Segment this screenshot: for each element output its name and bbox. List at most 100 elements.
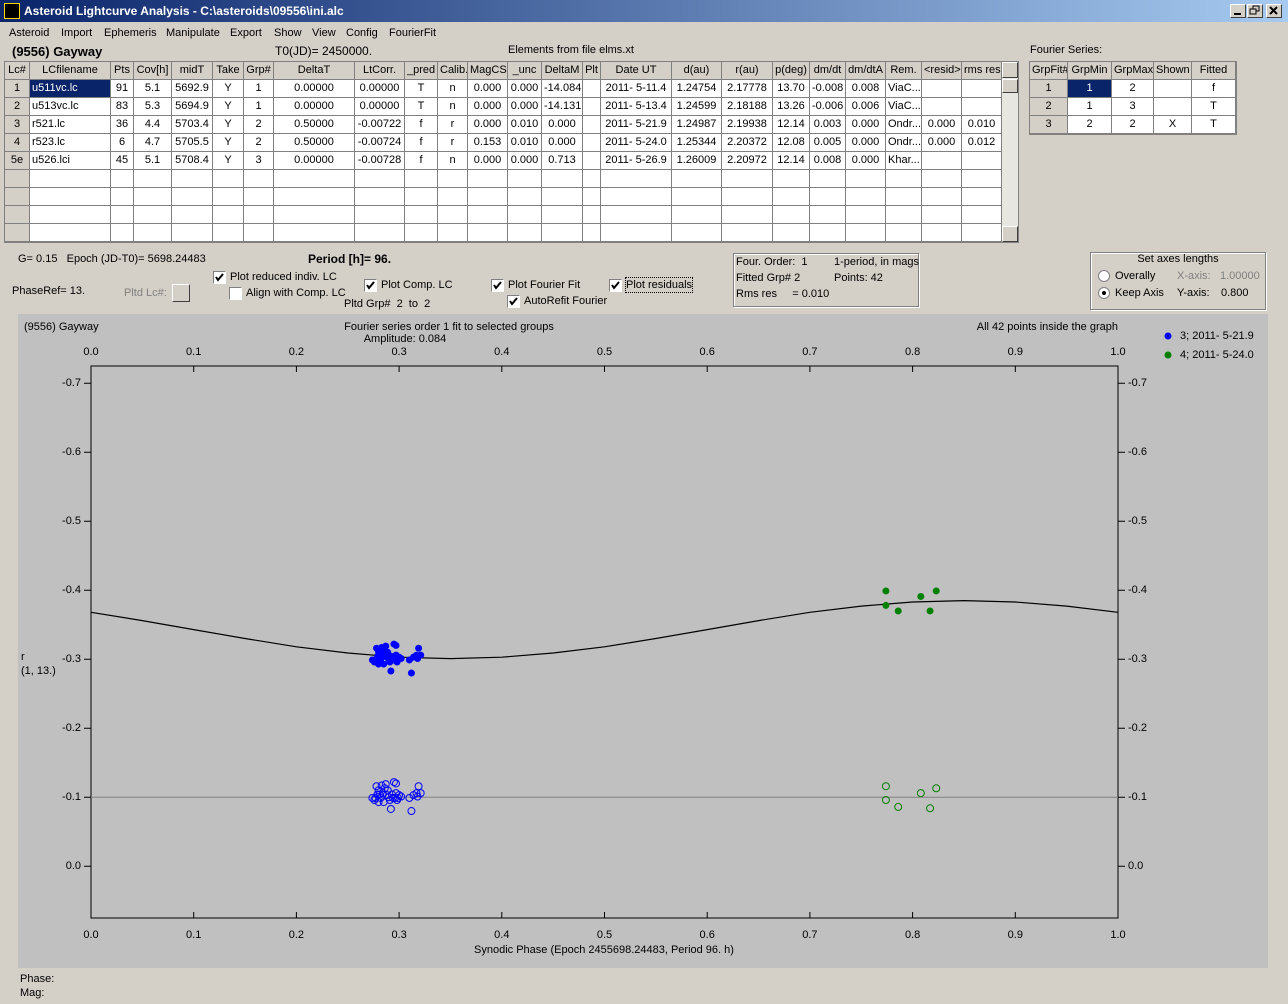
- column-header[interactable]: GrpMax: [1112, 62, 1154, 80]
- table-cell[interactable]: 45: [111, 152, 134, 170]
- table-cell[interactable]: [355, 206, 405, 224]
- column-header[interactable]: _unc: [508, 62, 542, 80]
- column-header[interactable]: dm/dt: [810, 62, 846, 80]
- checkbox[interactable]: [213, 271, 226, 284]
- table-cell[interactable]: [134, 224, 172, 242]
- table-cell[interactable]: [438, 170, 468, 188]
- radio[interactable]: [1098, 270, 1110, 282]
- table-cell[interactable]: 0.00000: [274, 80, 355, 98]
- column-header[interactable]: rms res: [962, 62, 1002, 80]
- table-cell[interactable]: 12.08: [773, 134, 810, 152]
- table-cell[interactable]: 1.24599: [672, 98, 722, 116]
- table-cell[interactable]: 0.012: [962, 134, 1002, 152]
- table-cell[interactable]: [508, 170, 542, 188]
- table-cell[interactable]: [886, 170, 922, 188]
- menu-item[interactable]: Ephemeris: [104, 27, 157, 39]
- table-cell[interactable]: 0.010: [508, 116, 542, 134]
- row-header[interactable]: 3: [1030, 116, 1068, 134]
- checkbox[interactable]: [364, 279, 377, 292]
- table-cell[interactable]: [773, 224, 810, 242]
- table-cell[interactable]: [405, 170, 438, 188]
- table-cell[interactable]: 0.010: [508, 134, 542, 152]
- table-cell[interactable]: u513vc.lc: [30, 98, 111, 116]
- table-cell[interactable]: [886, 206, 922, 224]
- table-cell[interactable]: [810, 206, 846, 224]
- table-cell[interactable]: 1: [244, 80, 274, 98]
- table-cell[interactable]: 0.000: [542, 116, 583, 134]
- column-header[interactable]: Lc#: [5, 62, 30, 80]
- table-cell[interactable]: [111, 206, 134, 224]
- table-cell[interactable]: [773, 206, 810, 224]
- table-cell[interactable]: 0.50000: [274, 116, 355, 134]
- table-cell[interactable]: -0.008: [810, 80, 846, 98]
- checkbox-label[interactable]: Align with Comp. LC: [246, 287, 346, 299]
- table-cell[interactable]: [773, 188, 810, 206]
- table-cell[interactable]: [355, 224, 405, 242]
- table-cell[interactable]: [810, 170, 846, 188]
- table-cell[interactable]: [601, 170, 672, 188]
- table-cell[interactable]: 0.00000: [274, 98, 355, 116]
- table-cell[interactable]: [438, 188, 468, 206]
- table-cell[interactable]: [583, 224, 601, 242]
- table-cell[interactable]: 0.153: [468, 134, 508, 152]
- column-header[interactable]: GrpMin: [1068, 62, 1112, 80]
- table-cell[interactable]: [722, 224, 773, 242]
- table-cell[interactable]: 0.713: [542, 152, 583, 170]
- table-cell[interactable]: [213, 206, 244, 224]
- menu-item[interactable]: View: [312, 27, 336, 39]
- table-cell[interactable]: [134, 170, 172, 188]
- row-header[interactable]: 2: [5, 98, 30, 116]
- table-cell[interactable]: [274, 188, 355, 206]
- table-cell[interactable]: 0.000: [508, 152, 542, 170]
- table-cell[interactable]: [213, 170, 244, 188]
- table-cell[interactable]: r523.lc: [30, 134, 111, 152]
- table-cell[interactable]: 0.005: [810, 134, 846, 152]
- table-cell[interactable]: [134, 188, 172, 206]
- table-cell[interactable]: u526.lci: [30, 152, 111, 170]
- table-cell[interactable]: X: [1154, 116, 1192, 134]
- table-cell[interactable]: [583, 134, 601, 152]
- table-cell[interactable]: [508, 188, 542, 206]
- table-cell[interactable]: [508, 224, 542, 242]
- checkbox[interactable]: [229, 287, 242, 300]
- table-cell[interactable]: [846, 170, 886, 188]
- table-cell[interactable]: [583, 206, 601, 224]
- radio-label[interactable]: Overally: [1115, 270, 1156, 282]
- table-cell[interactable]: 0.008: [846, 80, 886, 98]
- checkbox-label[interactable]: AutoRefit Fourier: [524, 295, 608, 307]
- column-header[interactable]: Fitted: [1192, 62, 1236, 80]
- row-header[interactable]: 4: [5, 134, 30, 152]
- table-cell[interactable]: [672, 224, 722, 242]
- table-cell[interactable]: [30, 188, 111, 206]
- table-cell[interactable]: [922, 188, 962, 206]
- table-cell[interactable]: [274, 224, 355, 242]
- table-cell[interactable]: 1.25344: [672, 134, 722, 152]
- table-cell[interactable]: [583, 98, 601, 116]
- minimize-button[interactable]: [1230, 4, 1246, 18]
- table-cell[interactable]: [846, 206, 886, 224]
- row-header[interactable]: 1: [1030, 80, 1068, 98]
- table-cell[interactable]: [846, 224, 886, 242]
- table-cell[interactable]: [583, 188, 601, 206]
- table-cell[interactable]: [355, 188, 405, 206]
- table-cell[interactable]: 0.000: [468, 152, 508, 170]
- table-cell[interactable]: 2: [244, 116, 274, 134]
- row-header[interactable]: 5e: [5, 152, 30, 170]
- menu-item[interactable]: Show: [274, 27, 302, 39]
- table-cell[interactable]: [962, 170, 1002, 188]
- table-cell[interactable]: [722, 188, 773, 206]
- close-button[interactable]: [1266, 4, 1282, 18]
- table-cell[interactable]: 2.18188: [722, 98, 773, 116]
- column-header[interactable]: Pts: [111, 62, 134, 80]
- scroll-down[interactable]: [1002, 226, 1018, 242]
- table-cell[interactable]: 2: [1068, 116, 1112, 134]
- table-cell[interactable]: [672, 206, 722, 224]
- table-cell[interactable]: 2011- 5-26.9: [601, 152, 672, 170]
- table-cell[interactable]: 0.010: [962, 116, 1002, 134]
- table-cell[interactable]: [468, 170, 508, 188]
- table-cell[interactable]: [244, 170, 274, 188]
- table-cell[interactable]: Ondr...: [886, 134, 922, 152]
- table-cell[interactable]: [30, 206, 111, 224]
- table-cell[interactable]: Y: [213, 98, 244, 116]
- table-cell[interactable]: 0.50000: [274, 134, 355, 152]
